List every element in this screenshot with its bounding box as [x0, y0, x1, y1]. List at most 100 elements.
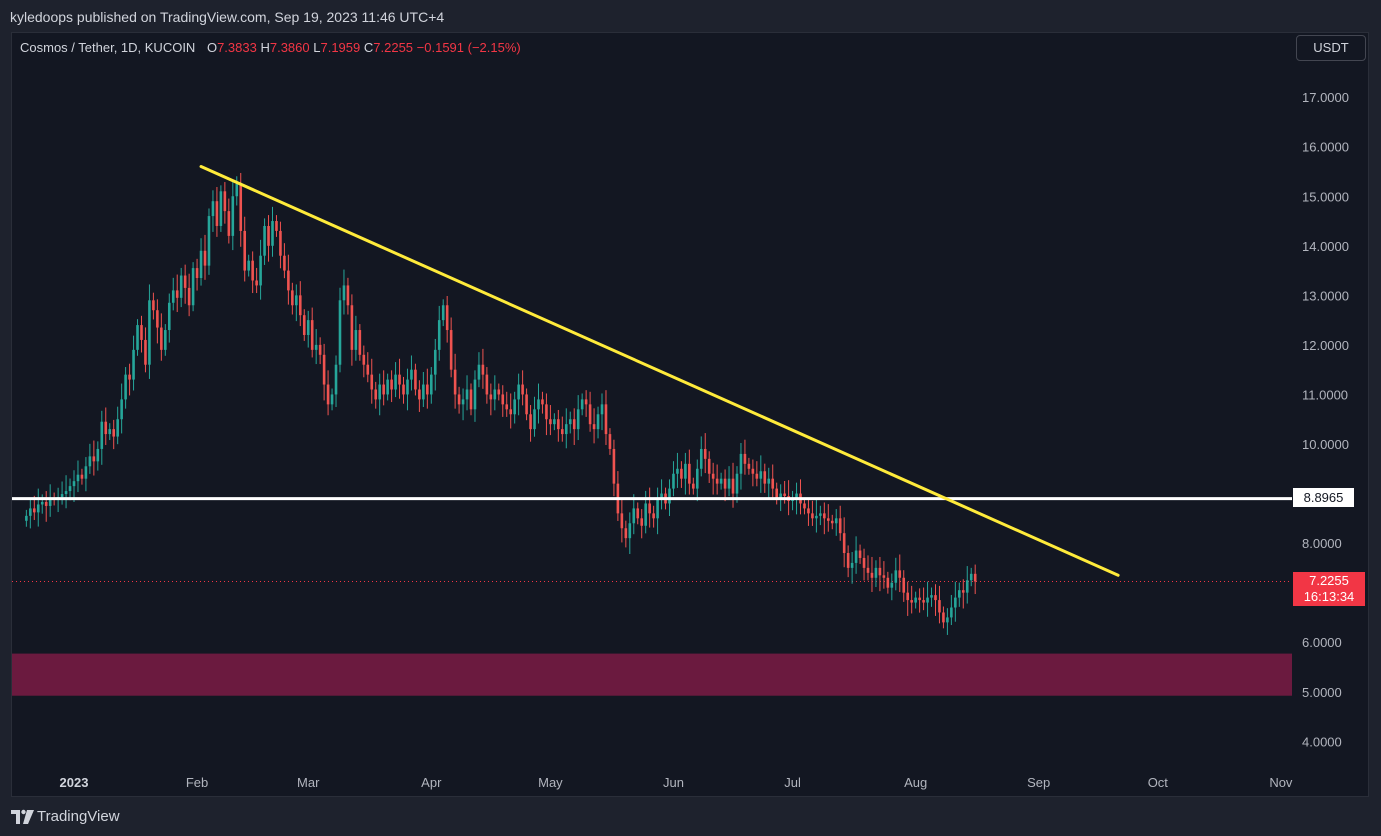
- candle: [338, 287, 342, 373]
- candle-body: [433, 349, 437, 375]
- candle: [942, 606, 945, 629]
- candle: [44, 491, 48, 522]
- candle: [850, 552, 854, 584]
- candle-body: [894, 570, 898, 583]
- candle: [362, 345, 366, 378]
- candle-body: [866, 567, 870, 573]
- candle-body: [497, 389, 501, 395]
- candle: [711, 462, 715, 495]
- candle-body: [358, 330, 362, 355]
- candle: [739, 443, 743, 490]
- candle-body: [680, 468, 683, 479]
- candle: [378, 373, 381, 416]
- candle-body: [688, 463, 691, 484]
- candle: [775, 482, 778, 505]
- candle: [707, 451, 711, 483]
- candle-body: [402, 384, 405, 395]
- candle: [759, 455, 763, 493]
- candle-body: [759, 471, 763, 479]
- candle-body: [406, 379, 409, 395]
- candle: [219, 185, 223, 232]
- candle-body: [302, 315, 306, 335]
- candle: [830, 514, 834, 530]
- candle: [485, 367, 489, 404]
- candle: [390, 370, 393, 403]
- y-axis-tick-label: 5.0000: [1302, 685, 1342, 700]
- candle: [898, 554, 902, 592]
- y-axis-tick-label: 12.0000: [1302, 338, 1349, 353]
- candle: [350, 294, 354, 366]
- candle-body: [636, 508, 640, 519]
- candle: [549, 405, 552, 436]
- candle-body: [819, 513, 822, 516]
- candle: [386, 373, 389, 401]
- tradingview-logo-icon[interactable]: [11, 808, 35, 826]
- candle: [934, 584, 937, 616]
- candle-body: [890, 582, 894, 588]
- candle: [231, 180, 235, 251]
- candle: [723, 469, 727, 502]
- candle: [203, 234, 207, 280]
- candle-body: [64, 491, 68, 495]
- candle: [918, 588, 921, 613]
- candle-body: [850, 562, 854, 568]
- candle: [561, 416, 564, 442]
- candle: [406, 368, 409, 411]
- candle: [886, 571, 890, 594]
- candle-body: [842, 533, 846, 554]
- tradingview-brand[interactable]: TradingView: [37, 808, 120, 825]
- candle: [120, 383, 123, 434]
- candle-body: [513, 399, 516, 415]
- y-axis-tick-label: 11.0000: [1302, 387, 1348, 402]
- candle-body: [306, 320, 310, 335]
- candle: [358, 324, 362, 361]
- candle-body: [410, 369, 413, 380]
- candle: [695, 459, 699, 502]
- candle: [271, 206, 274, 257]
- candle: [283, 243, 286, 279]
- currency-button[interactable]: USDT: [1296, 35, 1366, 61]
- candle-body: [684, 463, 687, 479]
- candle: [382, 370, 385, 406]
- candle-body: [437, 320, 441, 350]
- candle-body: [541, 399, 544, 405]
- candle: [755, 461, 759, 487]
- candle-body: [803, 503, 806, 509]
- candle-body: [902, 577, 906, 593]
- candle: [437, 305, 441, 361]
- candle: [481, 348, 485, 389]
- candle: [656, 487, 659, 535]
- candle: [640, 509, 644, 539]
- candle-body: [263, 225, 266, 256]
- candle: [600, 393, 604, 431]
- candle-body: [557, 419, 560, 430]
- candle-body: [958, 590, 961, 598]
- x-axis-tick-label: Aug: [904, 775, 927, 790]
- candle-body: [60, 494, 64, 498]
- candle: [398, 358, 401, 399]
- candle-body: [449, 330, 453, 370]
- candle: [525, 388, 528, 421]
- candle-body: [207, 216, 211, 266]
- candle: [370, 358, 374, 404]
- candle-body: [259, 255, 262, 286]
- candle-body: [672, 473, 675, 489]
- candle-body: [827, 518, 830, 521]
- candle: [564, 408, 568, 449]
- candle: [287, 254, 290, 305]
- high-value: 7.3860: [269, 40, 310, 55]
- candle: [179, 267, 183, 308]
- candle: [116, 406, 119, 445]
- candle-body: [938, 600, 941, 613]
- candle: [509, 393, 512, 429]
- candle: [124, 367, 127, 409]
- candle-body: [112, 429, 115, 437]
- bar-countdown: 16:13:34: [1303, 589, 1355, 604]
- candle: [227, 198, 231, 244]
- candle-body: [596, 414, 600, 430]
- y-axis-tick-label: 14.0000: [1302, 239, 1349, 254]
- candle-body: [608, 434, 612, 449]
- candle-body: [342, 285, 346, 301]
- candle: [692, 477, 695, 495]
